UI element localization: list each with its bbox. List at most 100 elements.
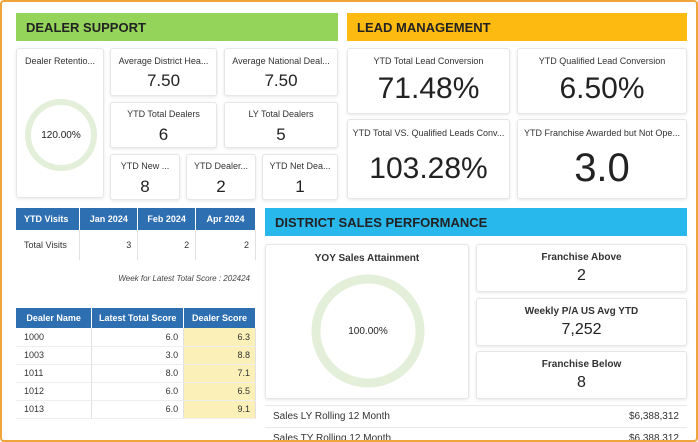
ytd-visits-header-row: YTD Visits Jan 2024 Feb 2024 Apr 2024 bbox=[16, 208, 256, 230]
weekly-pa-us-avg-card[interactable]: Weekly P/A US Avg YTD 7,252 bbox=[476, 298, 687, 346]
ytd-new-value: 8 bbox=[140, 177, 150, 196]
dealer-name-cell: 1003 bbox=[16, 346, 93, 365]
dealer-score-cell: 6.3 bbox=[183, 328, 256, 347]
weekly-pa-us-avg-label: Weekly P/A US Avg YTD bbox=[524, 306, 639, 317]
avg-national-card[interactable]: Average National Deal... 7.50 bbox=[224, 48, 338, 96]
yoy-sales-attainment-value: 100.00% bbox=[348, 325, 388, 337]
ytd-dealer-label: YTD Dealer... bbox=[193, 161, 249, 171]
ytd-qualified-lead-conversion-label: YTD Qualified Lead Conversion bbox=[538, 56, 666, 66]
avg-national-label: Average National Deal... bbox=[232, 56, 330, 66]
dealer-retention-ring: 120.00% bbox=[23, 97, 99, 173]
total-visits-row: Total Visits 3 2 2 bbox=[16, 230, 256, 260]
dealer-retention-label: Dealer Retentio... bbox=[24, 56, 96, 66]
latest-total-score-cell: 6.0 bbox=[91, 382, 185, 401]
latest-total-score-cell: 6.0 bbox=[91, 328, 185, 347]
latest-total-score-cell: 3.0 bbox=[91, 346, 185, 365]
ytd-visits-header[interactable]: YTD Visits bbox=[16, 208, 81, 230]
franchise-above-card[interactable]: Franchise Above 2 bbox=[476, 244, 687, 292]
dealer-name-header[interactable]: Dealer Name bbox=[16, 308, 93, 328]
franchise-below-card[interactable]: Franchise Below 8 bbox=[476, 351, 687, 399]
ytd-net-label: YTD Net Dea... bbox=[269, 161, 331, 171]
total-visits-feb: 2 bbox=[137, 230, 197, 260]
avg-national-value: 7.50 bbox=[264, 71, 298, 90]
dealer-retention-value: 120.00% bbox=[41, 129, 81, 141]
total-visits-apr: 2 bbox=[195, 230, 256, 260]
ytd-total-vs-qualified-label: YTD Total VS. Qualified Leads Conv... bbox=[352, 128, 505, 138]
lead-management-header: LEAD MANAGEMENT bbox=[347, 13, 687, 41]
sales-ly-rolling-label: Sales LY Rolling 12 Month bbox=[273, 411, 390, 422]
latest-total-score-cell: 6.0 bbox=[91, 400, 185, 419]
ytd-total-vs-qualified-card[interactable]: YTD Total VS. Qualified Leads Conv... 10… bbox=[347, 119, 510, 199]
ytd-qualified-lead-conversion-value: 6.50% bbox=[559, 72, 645, 105]
ly-total-dealers-card[interactable]: LY Total Dealers 5 bbox=[224, 102, 338, 148]
franchise-above-label: Franchise Above bbox=[541, 252, 622, 263]
ly-total-dealers-label: LY Total Dealers bbox=[248, 109, 314, 119]
sales-ty-rolling-label: Sales TY Rolling 12 Month bbox=[273, 433, 392, 442]
ytd-new-label: YTD New ... bbox=[120, 161, 170, 171]
ytd-franchise-awarded-value: 3.0 bbox=[574, 146, 630, 190]
yoy-sales-attainment-card[interactable]: YOY Sales Attainment 100.00% bbox=[265, 244, 469, 399]
table-row[interactable]: 1003 3.0 8.8 bbox=[16, 346, 256, 365]
weekly-pa-us-avg-value: 7,252 bbox=[561, 321, 602, 338]
ytd-total-lead-conversion-value: 71.48% bbox=[377, 72, 480, 105]
sales-ly-rolling-row: Sales LY Rolling 12 Month $6,388,312 bbox=[265, 405, 687, 427]
dealer-support-header: DEALER SUPPORT bbox=[16, 13, 338, 41]
yoy-sales-attainment-ring: 100.00% bbox=[310, 273, 426, 389]
table-row[interactable]: 1000 6.0 6.3 bbox=[16, 328, 256, 347]
avg-district-label: Average District Hea... bbox=[118, 56, 209, 66]
ytd-total-dealers-card[interactable]: YTD Total Dealers 6 bbox=[110, 102, 217, 148]
ytd-net-card[interactable]: YTD Net Dea... 1 bbox=[262, 154, 338, 200]
dealer-score-cell: 8.8 bbox=[183, 346, 256, 365]
table-row[interactable]: 1011 8.0 7.1 bbox=[16, 364, 256, 383]
sales-ty-rolling-row: Sales TY Rolling 12 Month $6,388,312 bbox=[265, 427, 687, 442]
apr-2024-header[interactable]: Apr 2024 bbox=[195, 208, 256, 230]
dealer-scores-table: Dealer Name Latest Total Score Dealer Sc… bbox=[16, 308, 256, 419]
district-sales-title: DISTRICT SALES PERFORMANCE bbox=[275, 214, 488, 230]
total-visits-label: Total Visits bbox=[16, 230, 81, 260]
feb-2024-header[interactable]: Feb 2024 bbox=[137, 208, 197, 230]
franchise-below-value: 8 bbox=[577, 374, 586, 391]
franchise-below-label: Franchise Below bbox=[541, 359, 622, 370]
sales-ty-rolling-value: $6,388,312 bbox=[628, 433, 679, 442]
dealer-name-cell: 1011 bbox=[16, 364, 93, 383]
avg-district-value: 7.50 bbox=[146, 71, 181, 90]
dealer-name-cell: 1012 bbox=[16, 382, 93, 401]
ly-total-dealers-value: 5 bbox=[276, 125, 286, 144]
jan-2024-header[interactable]: Jan 2024 bbox=[79, 208, 139, 230]
ytd-total-vs-qualified-value: 103.28% bbox=[369, 152, 488, 185]
ytd-franchise-awarded-card[interactable]: YTD Franchise Awarded but Not Ope... 3.0 bbox=[517, 119, 687, 199]
dealer-score-cell: 7.1 bbox=[183, 364, 256, 383]
lead-management-title: LEAD MANAGEMENT bbox=[357, 19, 491, 35]
ytd-new-card[interactable]: YTD New ... 8 bbox=[110, 154, 180, 200]
dealer-support-title: DEALER SUPPORT bbox=[26, 19, 146, 35]
ytd-total-dealers-value: 6 bbox=[158, 125, 169, 144]
yoy-sales-attainment-label: YOY Sales Attainment bbox=[314, 253, 420, 264]
table-row[interactable]: 1013 6.0 9.1 bbox=[16, 400, 256, 419]
dealer-score-header[interactable]: Dealer Score bbox=[183, 308, 256, 328]
week-latest-score-note: Week for Latest Total Score : 202424 bbox=[118, 274, 250, 283]
sales-ly-rolling-value: $6,388,312 bbox=[628, 411, 679, 422]
ytd-visits-table: YTD Visits Jan 2024 Feb 2024 Apr 2024 To… bbox=[16, 208, 256, 260]
ytd-dealer-card[interactable]: YTD Dealer... 2 bbox=[186, 154, 256, 200]
latest-total-score-header[interactable]: Latest Total Score bbox=[91, 308, 185, 328]
dealer-retention-card[interactable]: Dealer Retentio... 120.00% bbox=[16, 48, 104, 198]
franchise-above-value: 2 bbox=[577, 267, 586, 284]
ytd-dealer-value: 2 bbox=[216, 177, 226, 196]
ytd-total-lead-conversion-label: YTD Total Lead Conversion bbox=[373, 56, 484, 66]
table-row[interactable]: 1012 6.0 6.5 bbox=[16, 382, 256, 401]
ytd-qualified-lead-conversion-card[interactable]: YTD Qualified Lead Conversion 6.50% bbox=[517, 48, 687, 114]
dealer-name-cell: 1013 bbox=[16, 400, 93, 419]
district-sales-header: DISTRICT SALES PERFORMANCE bbox=[265, 208, 687, 236]
dealer-scores-header-row: Dealer Name Latest Total Score Dealer Sc… bbox=[16, 308, 256, 328]
ytd-franchise-awarded-label: YTD Franchise Awarded but Not Ope... bbox=[524, 128, 680, 138]
dealer-score-cell: 9.1 bbox=[183, 400, 256, 419]
dealer-score-cell: 6.5 bbox=[183, 382, 256, 401]
dealer-name-cell: 1000 bbox=[16, 328, 93, 347]
latest-total-score-cell: 8.0 bbox=[91, 364, 185, 383]
ytd-net-value: 1 bbox=[295, 177, 305, 196]
avg-district-card[interactable]: Average District Hea... 7.50 bbox=[110, 48, 217, 96]
ytd-total-lead-conversion-card[interactable]: YTD Total Lead Conversion 71.48% bbox=[347, 48, 510, 114]
total-visits-jan: 3 bbox=[79, 230, 139, 260]
ytd-total-dealers-label: YTD Total Dealers bbox=[127, 109, 200, 119]
